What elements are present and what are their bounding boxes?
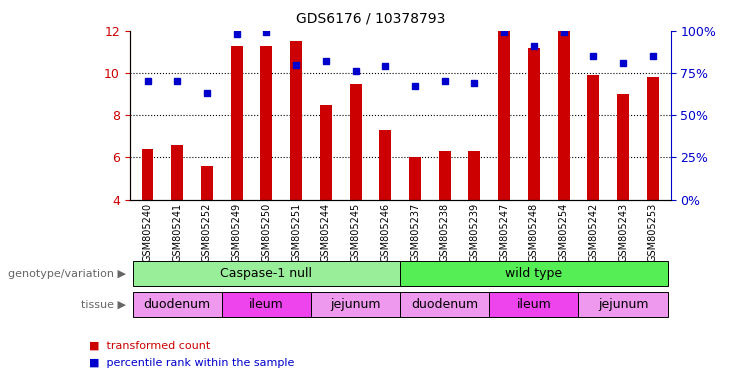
Text: ileum: ileum (249, 298, 284, 311)
Bar (142, 149, 153, 200)
Text: genotype/variation ▶: genotype/variation ▶ (8, 268, 126, 279)
Text: tissue ▶: tissue ▶ (81, 299, 126, 310)
Text: GDS6176 / 10378793: GDS6176 / 10378793 (296, 12, 445, 25)
Bar (201, 166, 213, 200)
Bar (468, 151, 480, 200)
Text: ■  percentile rank within the sample: ■ percentile rank within the sample (89, 358, 294, 368)
Bar (230, 45, 242, 200)
Text: duodenum: duodenum (411, 298, 478, 311)
Text: ■  transformed count: ■ transformed count (89, 341, 210, 351)
Text: jejunum: jejunum (330, 298, 381, 311)
Bar (171, 145, 183, 200)
Text: ileum: ileum (516, 298, 551, 311)
Bar (290, 41, 302, 200)
Bar (558, 31, 570, 200)
Bar (439, 151, 451, 200)
Bar (528, 48, 540, 200)
Bar (320, 104, 332, 200)
Bar (379, 130, 391, 200)
Bar (350, 84, 362, 200)
Text: Caspase-1 null: Caspase-1 null (220, 267, 313, 280)
Text: wild type: wild type (505, 267, 562, 280)
Text: duodenum: duodenum (144, 298, 210, 311)
Bar (647, 77, 659, 200)
Bar (588, 75, 599, 200)
Bar (498, 31, 510, 200)
Bar (409, 157, 421, 200)
Text: jejunum: jejunum (598, 298, 648, 311)
Bar (260, 45, 273, 200)
Bar (617, 94, 629, 200)
